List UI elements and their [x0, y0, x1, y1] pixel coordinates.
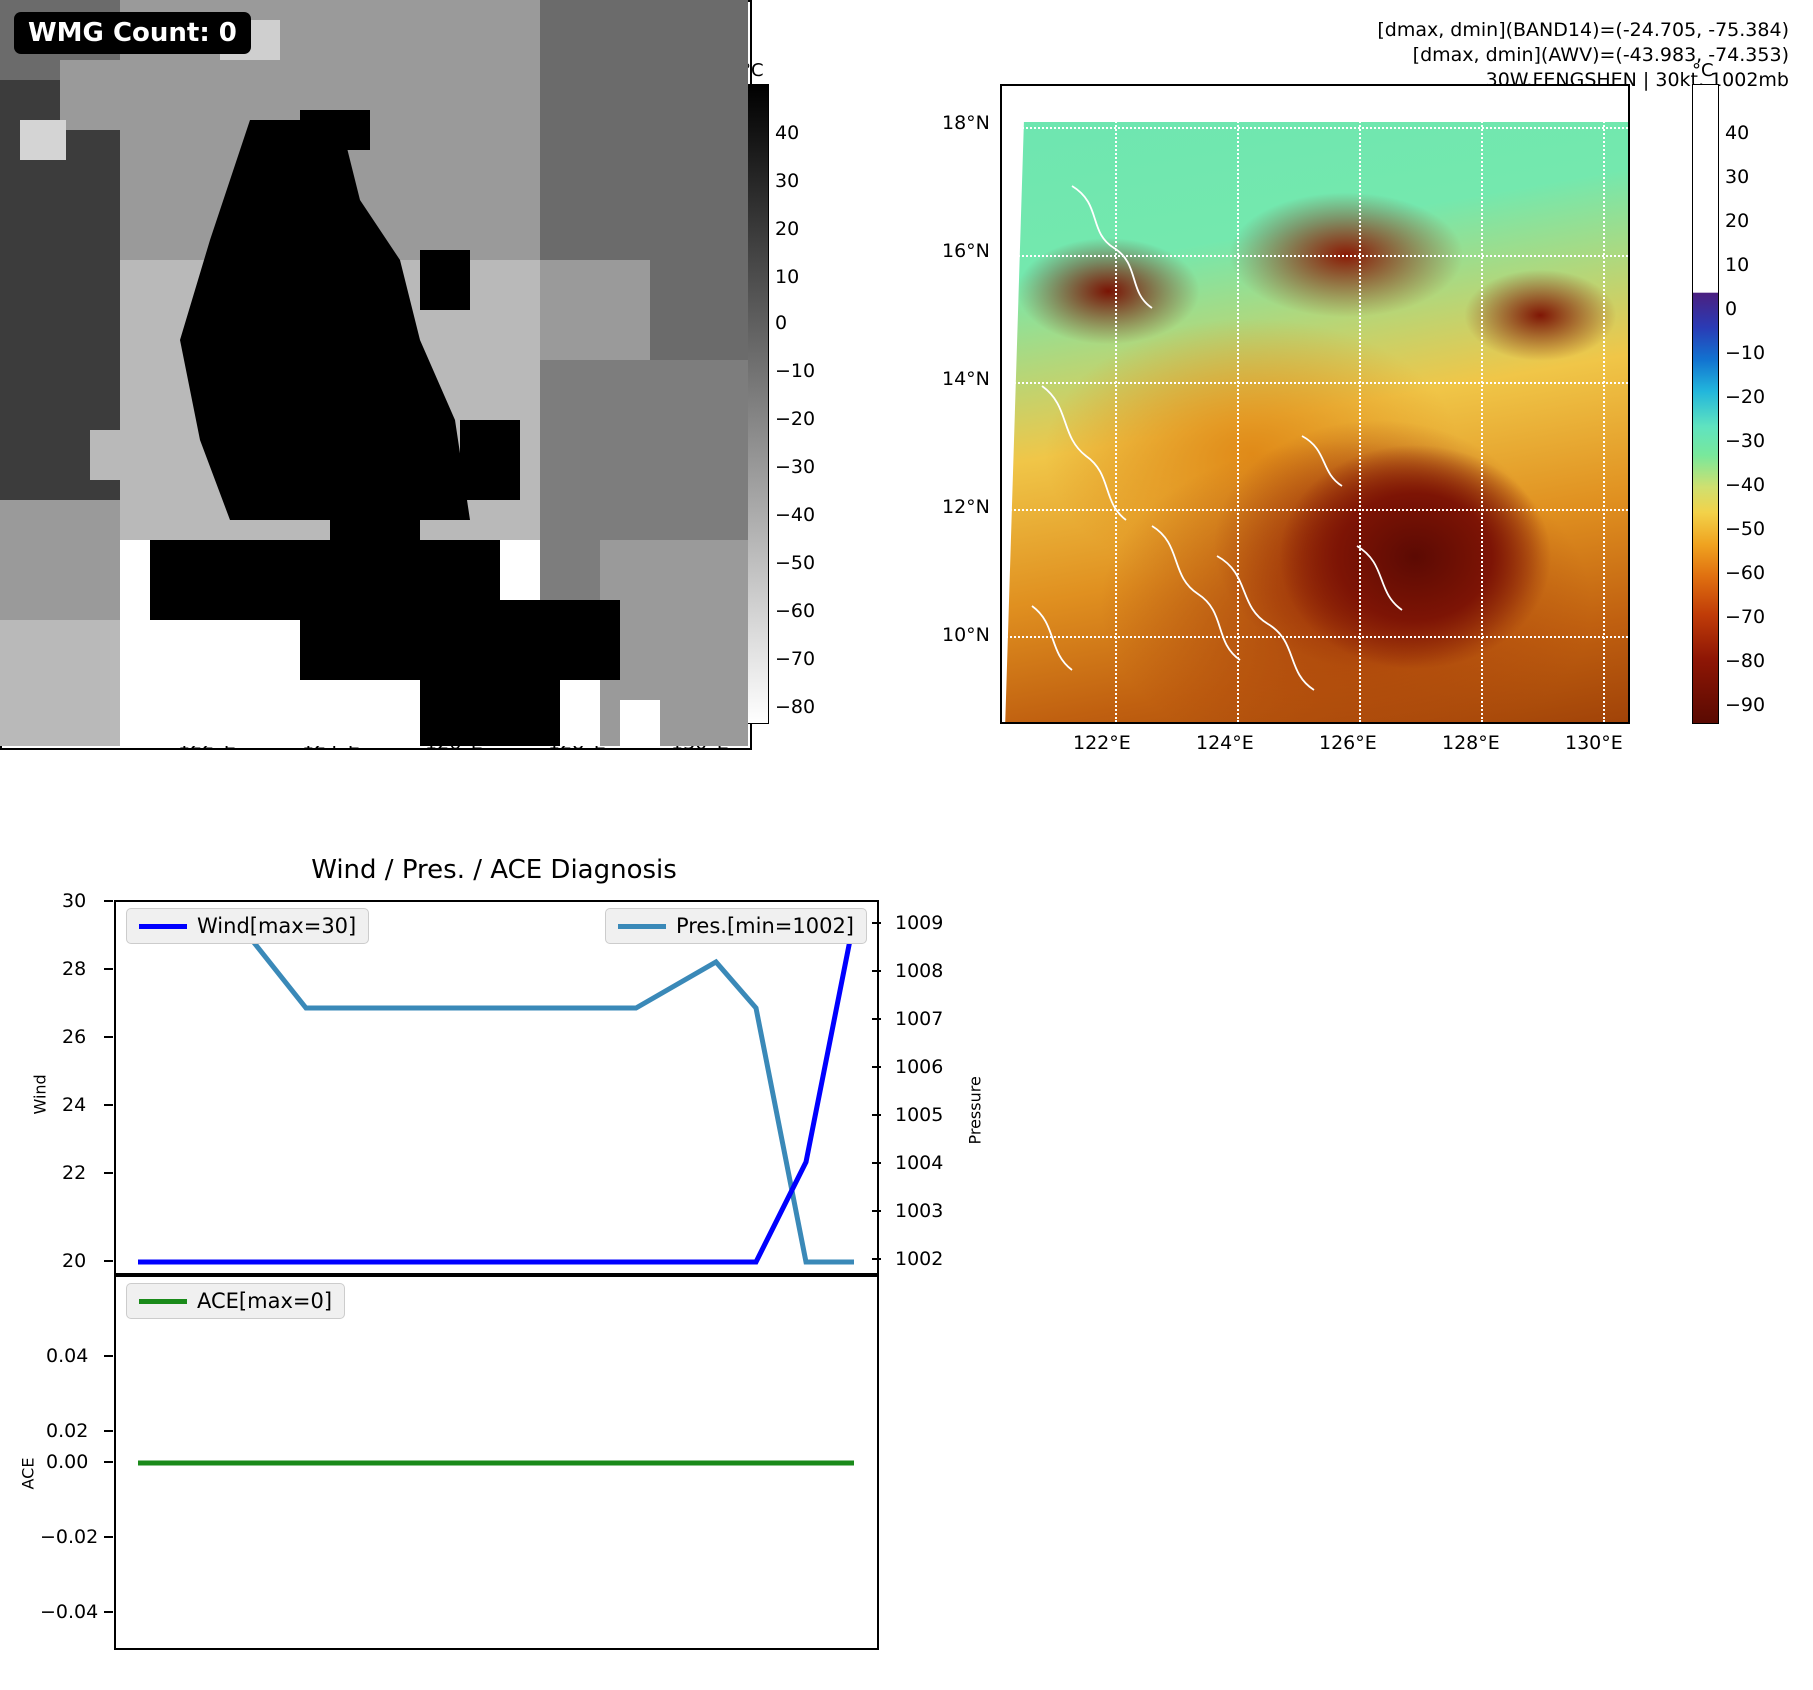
ace-axis-label: ACE [18, 1457, 38, 1490]
ir-cbar-tick: 20 [775, 218, 800, 240]
wind-axis-label: Wind [30, 1074, 50, 1115]
awv-lat-tick: 18°N [942, 112, 990, 134]
ir-cbar-tick: −10 [775, 360, 816, 382]
awv-colorbar-title: °C [1692, 60, 1714, 81]
pressure-ytick: 1002 [895, 1248, 944, 1270]
wind-legend[interactable]: Wind[max=30] [126, 908, 370, 944]
pressure-ytick: 1009 [895, 912, 944, 934]
ir-cbar-tick: −20 [775, 408, 816, 430]
awv-cbar-tick: 40 [1725, 122, 1750, 144]
awv-colorbar [1692, 84, 1719, 724]
awv-lat-tick: 10°N [942, 624, 990, 646]
awv-cbar-tick: −50 [1725, 518, 1766, 540]
pressure-line-icon [617, 923, 666, 929]
awv-cbar-tick: −90 [1725, 694, 1766, 716]
wind-pressure-chart[interactable]: Wind[max=30] Pres.[min=1002] [114, 900, 879, 1275]
pressure-ytick: 1006 [895, 1056, 944, 1078]
ir-cbar-tick: −60 [775, 600, 816, 622]
awv-lon-tick: 124°E [1196, 732, 1254, 754]
diagnosis-chart-title: Wind / Pres. / ACE Diagnosis [311, 855, 677, 885]
wmg-raster [0, 0, 748, 746]
awv-cbar-tick: −30 [1725, 430, 1766, 452]
awv-lat-tick: 16°N [942, 240, 990, 262]
awv-cbar-tick: −20 [1725, 386, 1766, 408]
ir-cbar-tick: 40 [775, 122, 800, 144]
pressure-ytick: 1007 [895, 1008, 944, 1030]
pressure-axis-label: Pressure [965, 1076, 985, 1145]
wmg-count-badge: WMG Count: 0 [14, 12, 251, 54]
awv-map[interactable] [1000, 84, 1630, 724]
pressure-legend[interactable]: Pres.[min=1002] [604, 908, 867, 944]
ir-cbar-tick: −40 [775, 504, 816, 526]
awv-lon-tick: 130°E [1565, 732, 1623, 754]
awv-cbar-tick: −80 [1725, 650, 1766, 672]
ace-ytick: −0.04 [40, 1601, 99, 1623]
ir-cbar-tick: 0 [775, 312, 788, 334]
wind-ytick: 20 [62, 1250, 87, 1272]
header-stats: [dmax, dmin](BAND14)=(-24.705, -75.384) … [1377, 19, 1789, 91]
wind-line-icon [139, 923, 187, 929]
awv-cbar-tick: 0 [1725, 298, 1738, 320]
ace-ytick: −0.02 [40, 1526, 99, 1548]
ir-cbar-tick: 30 [775, 170, 800, 192]
pressure-ytick: 1003 [895, 1200, 944, 1222]
pressure-ytick: 1008 [895, 960, 944, 982]
awv-lon-tick: 126°E [1319, 732, 1377, 754]
awv-cbar-tick: −10 [1725, 342, 1766, 364]
ir-cbar-tick: 10 [775, 266, 800, 288]
awv-cbar-tick: 30 [1725, 166, 1750, 188]
wmg-panel[interactable]: WMG Count: 0 [0, 0, 752, 750]
wind-ytick: 26 [62, 1026, 87, 1048]
wind-ytick: 24 [62, 1094, 87, 1116]
pressure-ytick: 1004 [895, 1152, 944, 1174]
awv-satellite-imagery [1005, 122, 1628, 722]
awv-cbar-tick: −60 [1725, 562, 1766, 584]
ace-line-icon [139, 1298, 187, 1304]
ace-series [138, 1460, 854, 1466]
ace-chart[interactable]: ACE[max=0] [114, 1275, 879, 1650]
ace-legend[interactable]: ACE[max=0] [126, 1283, 346, 1319]
awv-lon-tick: 128°E [1442, 732, 1500, 754]
wind-legend-label: Wind[max=30] [197, 914, 357, 938]
pressure-ytick: 1005 [895, 1104, 944, 1126]
ir-cbar-tick: −80 [775, 696, 816, 718]
ir-cbar-tick: −70 [775, 648, 816, 670]
wind-ytick: 30 [62, 890, 87, 912]
awv-cbar-tick: −70 [1725, 606, 1766, 628]
pressure-legend-label: Pres.[min=1002] [675, 914, 854, 938]
wind-ytick: 28 [62, 958, 87, 980]
awv-cbar-tick: 10 [1725, 254, 1750, 276]
ace-legend-label: ACE[max=0] [197, 1289, 333, 1313]
awv-coastlines [1031, 185, 1403, 691]
awv-cbar-tick: −40 [1725, 474, 1766, 496]
ace-ytick: 0.02 [46, 1420, 89, 1442]
wind-pressure-series [138, 917, 857, 1265]
awv-lat-tick: 14°N [942, 368, 990, 390]
ir-cbar-tick: −50 [775, 552, 816, 574]
ace-ytick: 0.00 [46, 1451, 89, 1473]
awv-lat-tick: 12°N [942, 496, 990, 518]
ace-ytick: 0.04 [46, 1345, 89, 1367]
ir-cbar-tick: −30 [775, 456, 816, 478]
wind-ytick: 22 [62, 1162, 87, 1184]
awv-lon-tick: 122°E [1073, 732, 1131, 754]
awv-cbar-tick: 20 [1725, 210, 1750, 232]
